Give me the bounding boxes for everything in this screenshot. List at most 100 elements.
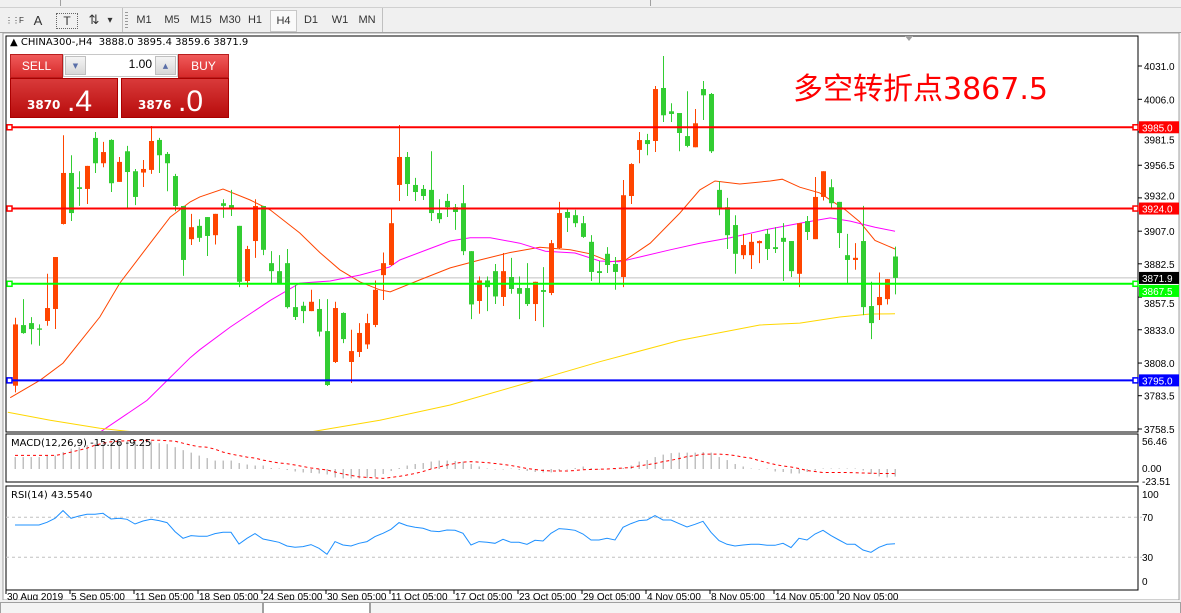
candle — [397, 125, 402, 201]
macd-histogram-bar — [46, 455, 48, 469]
macd-histogram-bar — [470, 464, 472, 469]
timeframe-m15[interactable]: M15 — [190, 14, 212, 26]
timeframe-h4[interactable]: H4 — [270, 10, 297, 32]
timeframe-w1[interactable]: W1 — [331, 14, 349, 26]
text-icon[interactable]: A — [33, 12, 43, 28]
macd-histogram-bar — [142, 441, 144, 469]
toolbar-separator — [60, 0, 61, 6]
candle-body — [877, 296, 882, 306]
candle-body — [261, 206, 266, 250]
candle-body — [149, 140, 154, 170]
macd-histogram-bar — [550, 469, 552, 473]
fibo-fan-icon[interactable]: ⋮⋮F — [5, 15, 24, 25]
toolbar-grip[interactable] — [125, 12, 128, 28]
timeframe-m1[interactable]: M1 — [136, 14, 152, 26]
candle — [125, 145, 130, 209]
candle-body — [61, 172, 66, 224]
candle — [229, 189, 234, 216]
candle-body — [685, 136, 690, 146]
timeframe-m5[interactable]: M5 — [164, 14, 180, 26]
candle — [301, 301, 306, 324]
candle — [853, 243, 858, 270]
dropdown-icon[interactable]: ▾ — [107, 14, 113, 26]
candle-body — [133, 171, 138, 197]
candle — [141, 160, 146, 187]
candle — [549, 239, 554, 296]
candle — [93, 131, 98, 173]
level-handle-icon[interactable] — [1132, 124, 1139, 131]
buy-button[interactable]: BUY — [178, 54, 229, 78]
candle-body — [277, 271, 282, 284]
timeframe-m30[interactable]: M30 — [219, 14, 241, 26]
macd-histogram-bar — [782, 469, 784, 472]
buy-price-button[interactable]: 3876 .0 — [121, 78, 229, 118]
sell-button[interactable]: SELL — [10, 54, 63, 78]
macd-histogram-bar — [822, 468, 824, 470]
chart-annotation[interactable]: 多空转折点3867.5 — [793, 72, 1048, 107]
candle-body — [717, 189, 722, 209]
candle — [709, 93, 714, 153]
sell-price-button[interactable]: 3870 .4 — [10, 78, 118, 118]
candle — [789, 241, 794, 278]
lot-size-value[interactable]: 1.00 — [128, 57, 152, 71]
candle — [341, 312, 346, 344]
level-handle-icon[interactable] — [6, 280, 13, 288]
macd-histogram-bar — [382, 469, 384, 474]
chart-tab[interactable] — [370, 602, 1181, 613]
lot-decrease-button[interactable]: ▼ — [65, 56, 86, 75]
price-tick-label: 4031.0 — [1144, 62, 1175, 73]
macd-histogram-bar — [894, 469, 896, 477]
chart-shift-marker-icon[interactable] — [905, 36, 913, 41]
collapse-arrow-icon[interactable]: ▲ — [10, 37, 18, 48]
candle — [317, 299, 322, 337]
candle — [285, 249, 290, 309]
macd-histogram-bar — [182, 450, 184, 469]
candle — [373, 280, 378, 328]
chart-tab-active[interactable] — [263, 602, 370, 613]
candle — [581, 215, 586, 238]
macd-histogram-bar — [582, 466, 584, 469]
candle — [477, 276, 482, 314]
candle-body — [725, 207, 730, 236]
timeframe-d1[interactable]: D1 — [303, 14, 319, 26]
macd-histogram-bar — [262, 465, 264, 469]
lot-increase-button[interactable]: ▲ — [155, 56, 176, 75]
macd-histogram-bar — [230, 460, 232, 469]
candle — [541, 267, 546, 328]
candle — [21, 299, 26, 334]
candle-body — [789, 241, 794, 272]
time-tick-label: 5 Sep 05:00 — [71, 592, 125, 603]
level-handle-icon[interactable] — [6, 377, 13, 384]
candle-body — [773, 247, 778, 250]
candle-body — [101, 152, 106, 164]
arrows-icon[interactable]: ⇅ — [88, 12, 100, 27]
timeframe-mn[interactable]: MN — [358, 14, 376, 26]
level-handle-icon[interactable] — [1132, 205, 1139, 212]
candle-body — [861, 241, 866, 308]
candle — [277, 255, 282, 285]
level-handle-icon[interactable] — [1132, 377, 1139, 384]
text-label-icon[interactable]: T — [56, 13, 78, 29]
candle-body — [629, 164, 634, 197]
macd-histogram-bar — [422, 463, 424, 469]
macd-histogram-bar — [678, 452, 680, 469]
candle — [365, 313, 370, 349]
macd-histogram-bar — [318, 469, 320, 474]
lot-size-field[interactable]: ▼ 1.00 ▲ — [63, 54, 178, 77]
macd-histogram-bar — [718, 457, 720, 469]
candle — [685, 91, 690, 148]
sell-price-main: 3870 — [27, 98, 61, 112]
level-handle-icon[interactable] — [6, 124, 13, 131]
candle-body — [21, 325, 26, 334]
chart-tab[interactable] — [0, 602, 263, 613]
timeframe-h1[interactable]: H1 — [247, 14, 263, 26]
level-handle-icon[interactable] — [1132, 280, 1139, 288]
candle-body — [765, 233, 770, 250]
time-tick-label: 11 Sep 05:00 — [135, 592, 194, 603]
candle-body — [893, 256, 898, 278]
level-price-label-bg — [1139, 202, 1179, 215]
candle-body — [405, 156, 410, 185]
macd-histogram-bar — [206, 458, 208, 469]
level-handle-icon[interactable] — [6, 205, 13, 212]
